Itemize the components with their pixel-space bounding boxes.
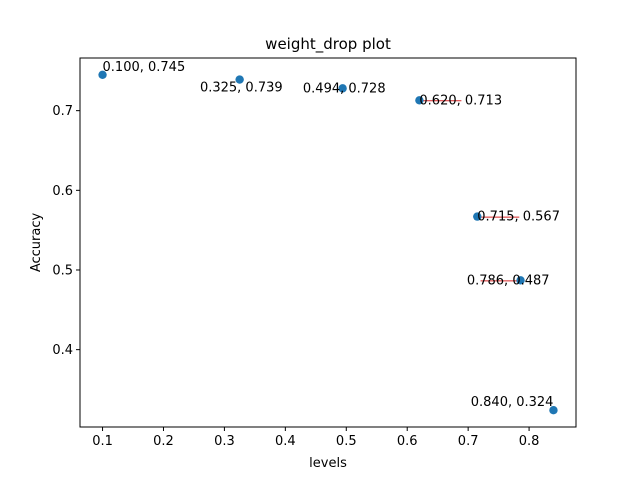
- data-point-label: 0.325, 0.739: [200, 81, 283, 96]
- x-tick-label: 0.7: [458, 434, 479, 449]
- data-point-label: 0.786, 0.487: [467, 273, 550, 288]
- chart-title: weight_drop plot: [265, 35, 391, 54]
- data-point: [338, 84, 347, 93]
- x-tick-label: 0.2: [153, 434, 174, 449]
- plot-area: 0.1 0.2 0.3 0.4 0.5 0.6 0.7 0.8 0.4 0.5 0.6 0.7 0.10…: [52, 60, 560, 449]
- x-tick-label: 0.5: [336, 434, 357, 449]
- data-point: [98, 70, 107, 80]
- x-tick-label: 0.8: [519, 434, 540, 449]
- data-point: [549, 405, 558, 415]
- data-point-label: 0.715, 0.567: [477, 210, 560, 225]
- x-tick-label: 0.1: [92, 434, 113, 449]
- y-axis-label: Accuracy: [29, 213, 44, 273]
- data-point: [473, 212, 482, 221]
- y-tick-label: 0.7: [52, 104, 73, 119]
- data-point-label: 0.494, 0.728: [303, 81, 386, 96]
- x-tick-label: 0.4: [275, 434, 296, 449]
- y-tick-label: 0.4: [52, 343, 73, 358]
- y-tick-label: 0.6: [52, 184, 73, 199]
- data-point: [235, 75, 244, 84]
- data-point: [516, 276, 525, 285]
- data-point: [415, 96, 424, 105]
- data-point-label: 0.100, 0.745: [103, 60, 186, 75]
- y-tick-label: 0.5: [52, 263, 73, 278]
- data-point-label: 0.840, 0.324: [471, 395, 554, 410]
- x-axis-label: levels: [309, 456, 347, 471]
- data-point-label: 0.620, 0.713: [419, 93, 502, 108]
- x-tick-label: 0.6: [397, 434, 418, 449]
- axes-frame: [79, 57, 577, 428]
- x-tick-label: 0.3: [214, 434, 235, 449]
